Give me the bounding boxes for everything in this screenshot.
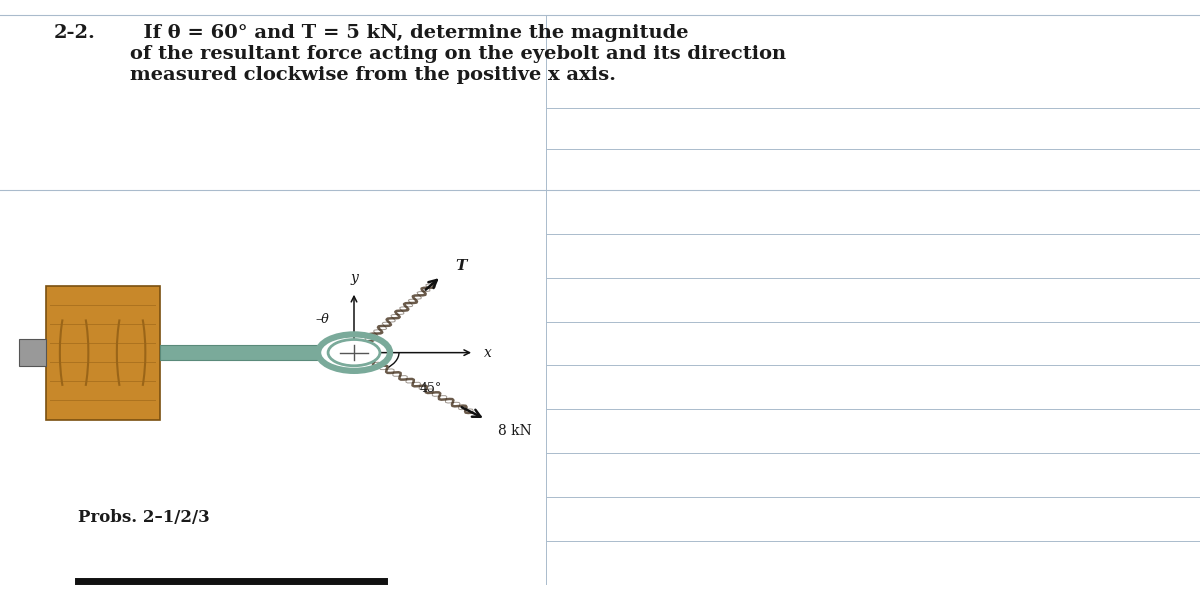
- Text: –θ: –θ: [316, 313, 329, 326]
- Text: If θ = 60° and T = 5 kN, determine the magnitude
of the resultant force acting o: If θ = 60° and T = 5 kN, determine the m…: [130, 24, 786, 84]
- Text: T: T: [456, 259, 467, 273]
- Circle shape: [328, 339, 380, 366]
- Text: x: x: [484, 345, 492, 360]
- Text: 8 kN: 8 kN: [498, 424, 532, 438]
- Text: 2-2.: 2-2.: [54, 24, 96, 43]
- Bar: [160, 345, 320, 360]
- Text: 45°: 45°: [420, 382, 443, 395]
- Text: y: y: [350, 271, 358, 285]
- Text: Probs. 2–1/2/3: Probs. 2–1/2/3: [78, 509, 210, 526]
- Bar: [46, 286, 160, 420]
- Bar: [19, 339, 46, 366]
